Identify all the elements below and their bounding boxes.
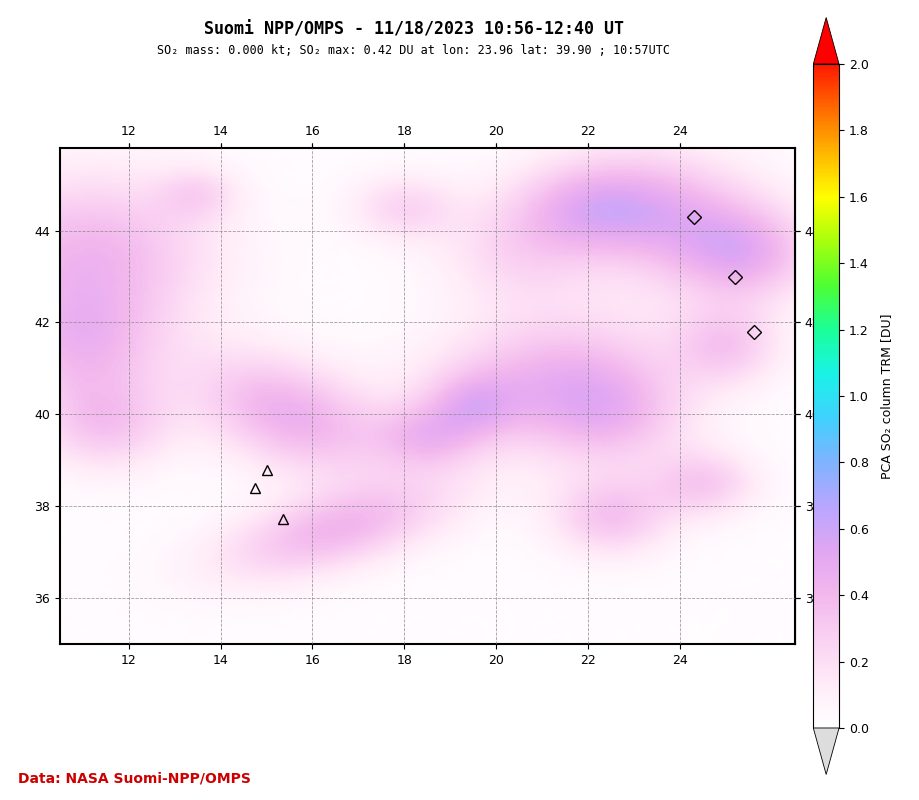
- Polygon shape: [813, 18, 839, 64]
- Text: SO₂ mass: 0.000 kt; SO₂ max: 0.42 DU at lon: 23.96 lat: 39.90 ; 10:57UTC: SO₂ mass: 0.000 kt; SO₂ max: 0.42 DU at …: [157, 44, 670, 57]
- Polygon shape: [813, 728, 839, 774]
- Y-axis label: PCA SO₂ column TRM [DU]: PCA SO₂ column TRM [DU]: [879, 314, 893, 478]
- Text: Suomi NPP/OMPS - 11/18/2023 10:56-12:40 UT: Suomi NPP/OMPS - 11/18/2023 10:56-12:40 …: [203, 20, 624, 38]
- Text: Data: NASA Suomi-NPP/OMPS: Data: NASA Suomi-NPP/OMPS: [18, 771, 251, 786]
